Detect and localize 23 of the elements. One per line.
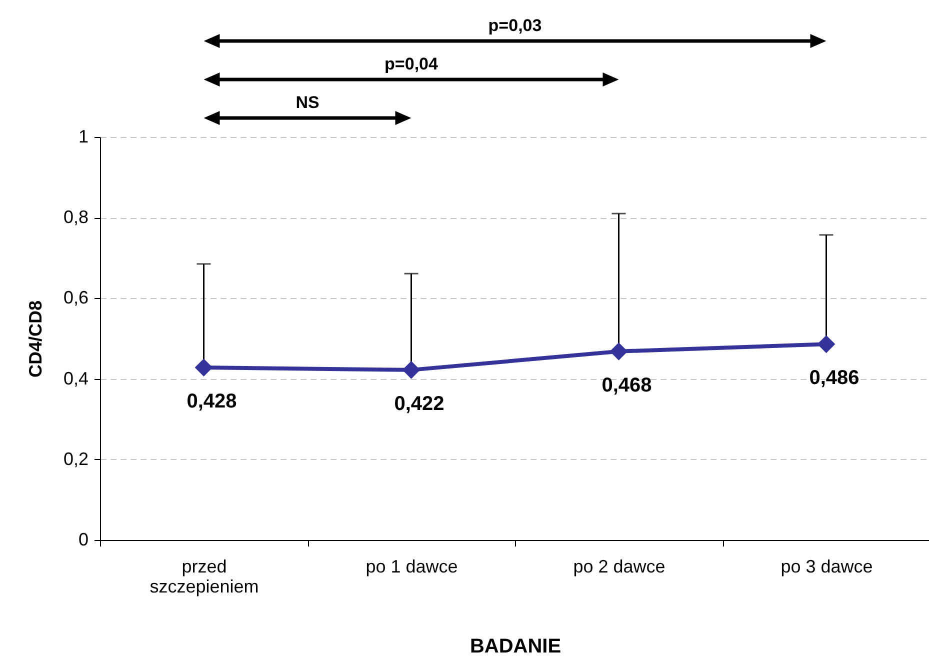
data-label: 0,468 [602, 374, 652, 396]
text: p=0,03 [488, 16, 542, 35]
x-tick-label: przed szczepieniem [150, 556, 259, 596]
text: p=0,04 [384, 54, 438, 74]
point [817, 335, 836, 354]
y-tick-label: 0 [78, 530, 88, 550]
x-axis-title: BADANIE [470, 636, 562, 658]
y-tick-label: 1 [78, 126, 88, 146]
x-tick-label: po 3 dawce [780, 556, 873, 576]
data-label: 0,486 [809, 367, 860, 390]
text: NS [296, 93, 320, 112]
y-tick-label: 0,8 [63, 207, 88, 228]
y-tick-label: 0,6 [63, 288, 88, 308]
x-tick-label: po 2 dawce [573, 556, 666, 576]
data-label: 0,422 [394, 392, 444, 415]
data-label: 0,428 [186, 390, 237, 413]
x-tick-label: po 1 dawce [366, 556, 458, 576]
point [194, 358, 213, 376]
point [610, 342, 628, 360]
y-axis-title: CD4/CD8 [25, 300, 46, 378]
point [402, 360, 420, 379]
y-tick-label: 0,4 [63, 368, 88, 388]
y-tick-label: 0,2 [63, 448, 88, 469]
